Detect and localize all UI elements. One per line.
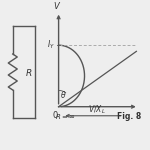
Text: $R$: $R$ bbox=[25, 66, 32, 78]
Text: $V/X_L$: $V/X_L$ bbox=[88, 103, 106, 116]
Text: Fig. 8: Fig. 8 bbox=[117, 112, 141, 121]
Text: $R = \infty$: $R = \infty$ bbox=[55, 112, 75, 121]
Text: $0$: $0$ bbox=[52, 108, 59, 120]
Text: $I_Y$: $I_Y$ bbox=[47, 39, 55, 51]
Text: $\theta$: $\theta$ bbox=[60, 88, 66, 100]
Text: $V$: $V$ bbox=[53, 0, 61, 11]
